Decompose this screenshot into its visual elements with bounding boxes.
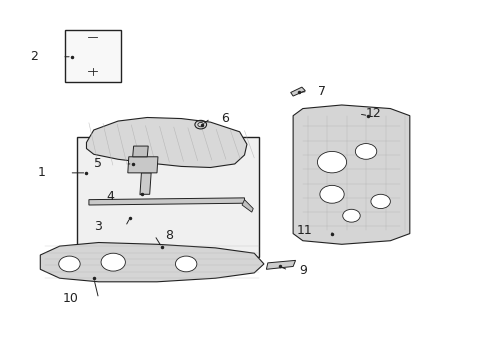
Polygon shape xyxy=(266,260,295,269)
Circle shape xyxy=(175,256,197,272)
Circle shape xyxy=(317,152,346,173)
Circle shape xyxy=(342,209,360,222)
Text: 9: 9 xyxy=(298,264,306,276)
Circle shape xyxy=(101,253,125,271)
Bar xyxy=(86,36,98,39)
Text: 11: 11 xyxy=(296,224,311,237)
Polygon shape xyxy=(290,87,305,96)
Bar xyxy=(64,30,120,82)
Polygon shape xyxy=(40,243,264,282)
Circle shape xyxy=(319,185,344,203)
Text: 1: 1 xyxy=(38,166,45,179)
Polygon shape xyxy=(89,198,244,205)
Text: 12: 12 xyxy=(365,107,381,120)
Circle shape xyxy=(370,194,389,208)
Circle shape xyxy=(59,256,80,272)
Polygon shape xyxy=(242,200,253,212)
Bar xyxy=(77,137,259,257)
Circle shape xyxy=(355,144,376,159)
Text: 5: 5 xyxy=(94,157,102,170)
Polygon shape xyxy=(292,105,409,244)
Text: 2: 2 xyxy=(30,50,39,63)
Text: 6: 6 xyxy=(221,112,228,125)
Polygon shape xyxy=(140,173,151,194)
Text: 7: 7 xyxy=(318,85,325,98)
Polygon shape xyxy=(127,157,158,173)
Text: 10: 10 xyxy=(63,292,79,305)
Polygon shape xyxy=(132,146,148,157)
Text: 4: 4 xyxy=(106,190,114,203)
Polygon shape xyxy=(86,117,246,167)
Text: 8: 8 xyxy=(165,229,173,242)
Text: 3: 3 xyxy=(94,220,102,233)
